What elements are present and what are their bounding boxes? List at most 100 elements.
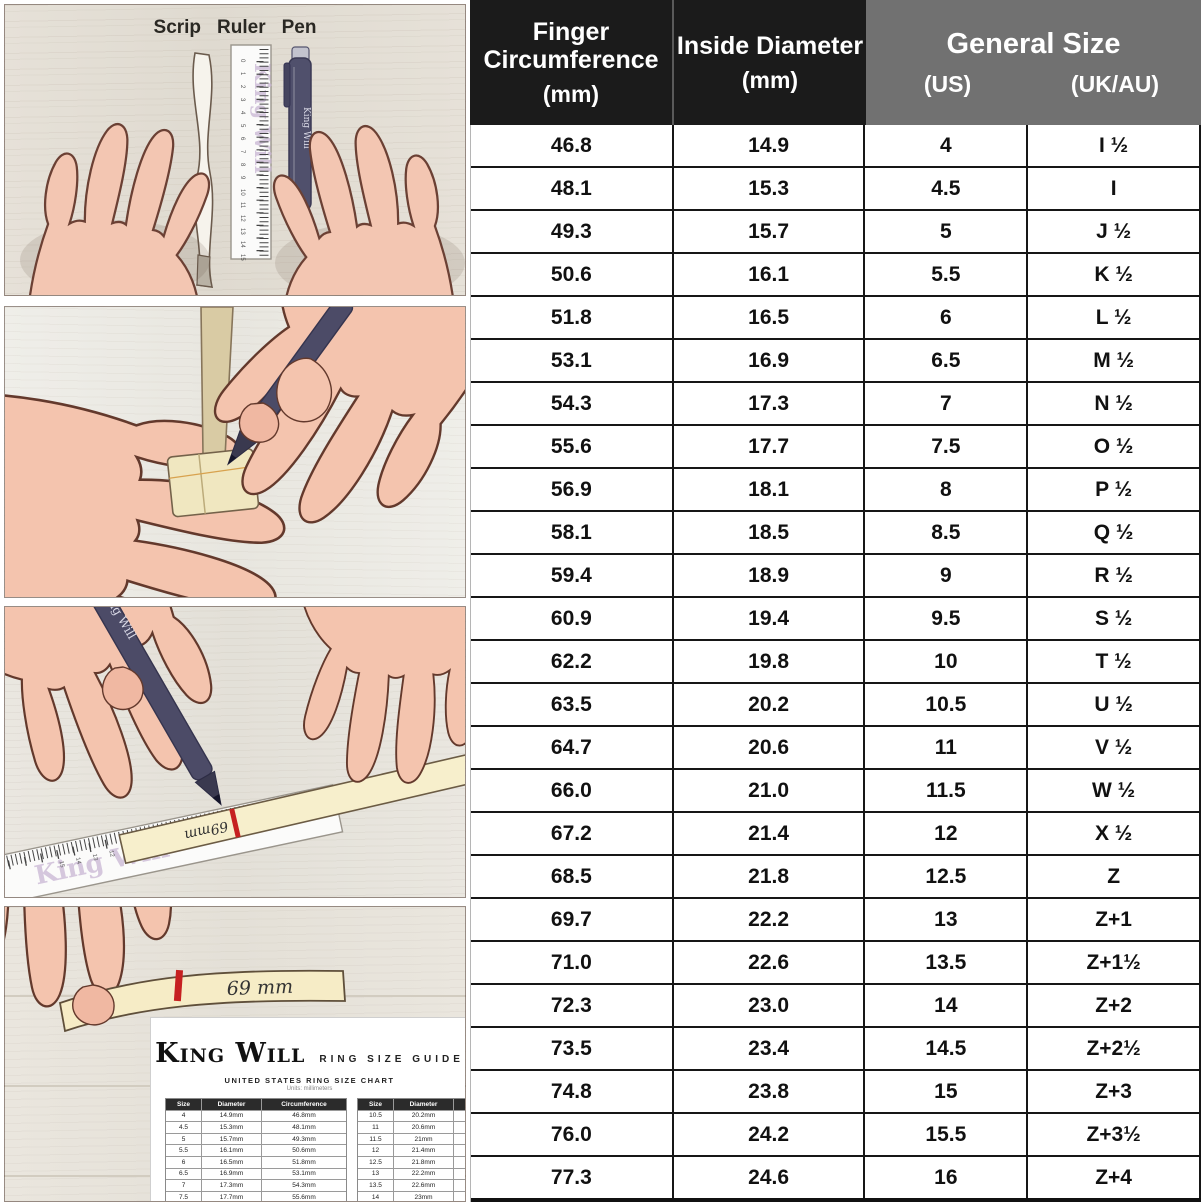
size-cell: 15.5 (865, 1114, 1029, 1155)
svg-text:5: 5 (239, 124, 245, 128)
red-mark (173, 969, 184, 1002)
size-cell: 15 (865, 1071, 1029, 1112)
size-cell: 9.5 (865, 598, 1029, 639)
mini-row: 4 14.9mm 46.8mm (166, 1110, 346, 1123)
size-cell: W ½ (1028, 770, 1201, 811)
mini-row: 7.5 17.7mm 55.6mm (166, 1191, 346, 1201)
mini-row: 7 17.3mm 54.3mm (166, 1180, 346, 1192)
size-cell: 16.1 (673, 254, 866, 295)
mini-cell: 21mm (394, 1133, 454, 1146)
size-cell: 6.5 (865, 340, 1029, 381)
table-body: 46.8 14.9 4 I ½ 48.1 15.3 4.5 I 49.3 15.7 5 J ½ 50.6… (470, 125, 1201, 1202)
size-cell: 10 (865, 641, 1029, 682)
brand-logo: King Will (155, 1038, 306, 1069)
size-row: 71.0 22.6 13.5 Z+1½ (471, 942, 1201, 985)
size-cell: 7 (865, 383, 1029, 424)
size-cell: Z+1½ (1028, 942, 1201, 983)
size-cell: 14.9 (673, 125, 866, 166)
size-row: 69.7 22.2 13 Z+1 (471, 899, 1201, 942)
size-row: 49.3 15.7 5 J ½ (471, 211, 1201, 254)
size-cell: 67.2 (471, 813, 674, 854)
size-row: 60.9 19.4 9.5 S ½ (471, 598, 1201, 641)
size-cell: 77.3 (471, 1157, 674, 1198)
mini-cell: 6 (166, 1156, 202, 1169)
size-row: 55.6 17.7 7.5 O ½ (471, 426, 1201, 469)
mini-cell: 48.1mm (262, 1122, 346, 1134)
tools-title: Scrip Ruler Pen (5, 17, 465, 39)
size-cell: 24.6 (673, 1157, 866, 1198)
mini-cell: 14.9mm (202, 1110, 262, 1123)
size-cell: 6 (865, 297, 1029, 338)
size-cell: 66.0 (471, 770, 674, 811)
size-row: 62.2 19.8 10 T ½ (471, 641, 1201, 684)
size-row: 59.4 18.9 9 R ½ (471, 555, 1201, 598)
size-cell: 8.5 (865, 512, 1029, 553)
size-cell: S ½ (1028, 598, 1201, 639)
mini-cell: 12 (358, 1145, 394, 1157)
size-cell: 21.0 (673, 770, 866, 811)
svg-text:6: 6 (239, 137, 245, 141)
wrapped-band (166, 448, 260, 518)
size-cell: 19.8 (673, 641, 866, 682)
size-cell: 21.8 (673, 856, 866, 897)
mini-cell: 53.1mm (262, 1168, 346, 1181)
size-cell: Z+4 (1028, 1157, 1201, 1198)
mini-cell: 51.8mm (262, 1156, 346, 1169)
mini-cell: 15.3mm (202, 1122, 262, 1134)
size-cell: Z (1028, 856, 1201, 897)
header-finger-circumference: Finger Circumference (mm) (470, 0, 674, 125)
size-cell: 63.5 (471, 684, 674, 725)
mini-cell: 15.7mm (202, 1133, 262, 1146)
mini-cell: 11 (358, 1122, 394, 1134)
size-row: 63.5 20.2 10.5 U ½ (471, 684, 1201, 727)
pen-label: Pen (281, 17, 317, 38)
svg-text:14: 14 (239, 241, 245, 248)
size-cell: 5 (865, 211, 1029, 252)
mini-cell: 5 (166, 1133, 202, 1146)
size-cell: 54.3 (471, 383, 674, 424)
svg-text:12: 12 (239, 215, 245, 222)
size-cell: 17.7 (673, 426, 866, 467)
mini-row: 12.521.8mm68.5mm (358, 1156, 465, 1169)
size-row: 56.9 18.1 8 P ½ (471, 469, 1201, 512)
left-hand-illustration (20, 115, 219, 295)
mini-cell: 22.6mm (394, 1180, 454, 1192)
mini-table-right: SizeDiameterCircumference10.520.2mm63.5m… (357, 1098, 465, 1201)
mini-cell: 6.5 (166, 1168, 202, 1181)
mini-cell: 49.3mm (262, 1133, 346, 1146)
size-cell: 46.8 (471, 125, 674, 166)
mini-cell: 16.9mm (202, 1168, 262, 1181)
mini-cell: 11.5 (358, 1133, 394, 1146)
size-cell: 23.0 (673, 985, 866, 1026)
size-cell: 4.5 (865, 168, 1029, 209)
mini-cell: 64.7mm (454, 1122, 465, 1134)
mini-cell: 54.3mm (262, 1180, 346, 1192)
size-row: 72.3 23.0 14 Z+2 (471, 985, 1201, 1028)
size-cell: 62.2 (471, 641, 674, 682)
size-row: 68.5 21.8 12.5 Z (471, 856, 1201, 899)
size-cell: Z+1 (1028, 899, 1201, 940)
mini-cell: 22.2mm (394, 1168, 454, 1181)
scrip-illustration (192, 52, 214, 288)
size-cell: N ½ (1028, 383, 1201, 424)
mini-cell: 50.6mm (262, 1145, 346, 1157)
main-size-table: Finger Circumference (mm) Inside Diamete… (470, 0, 1201, 1202)
size-cell: 48.1 (471, 168, 674, 209)
right-hand-illustration (300, 607, 465, 784)
paper-strip: 69 mm (58, 969, 346, 1033)
index-finger (276, 357, 332, 423)
size-cell: 19.4 (673, 598, 866, 639)
size-cell: 22.6 (673, 942, 866, 983)
size-cell: 69.7 (471, 899, 674, 940)
mini-header-cell: Diameter (202, 1099, 262, 1111)
size-cell: 21.4 (673, 813, 866, 854)
svg-text:2: 2 (239, 85, 245, 89)
svg-text:13: 13 (239, 228, 245, 235)
svg-text:15: 15 (58, 860, 65, 868)
header-inside-diameter: Inside Diameter (mm) (674, 0, 866, 125)
